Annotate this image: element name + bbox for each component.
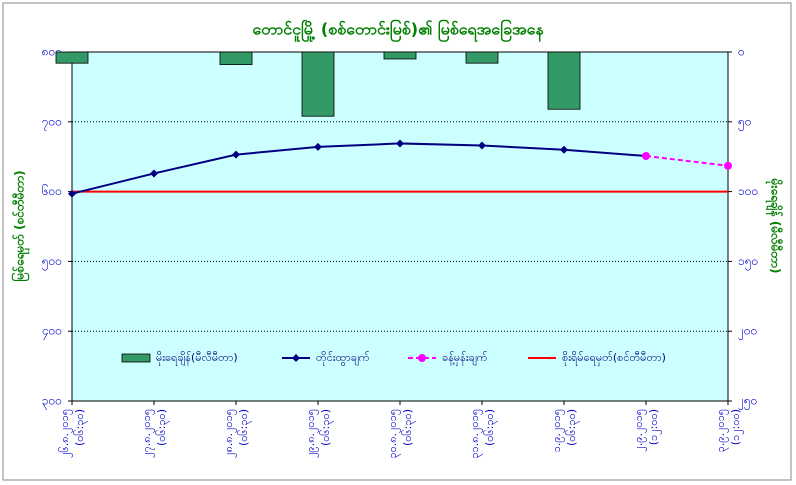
x-tick-label-time: (၀၆:၃၀) [401,409,416,446]
plot-area [71,51,729,402]
y2-tick-label: ၂၅၀ [738,394,757,411]
series-line [71,142,647,195]
marker [314,142,322,151]
legend-label: စိုးရိမ်ရေမှတ်(စင်တီမီတာ) [562,351,666,366]
x-tick-label-time: (၀၆:၃၀) [155,409,170,446]
x-tick-label: ၂၇.၈.၂၀၁၅ [140,409,155,458]
x-tick-label: ၂၈.၈.၂၀၁၅ [222,409,237,458]
y2-axis-label: မိုးရေချိန် (မီလီမီတာ) [765,178,785,274]
y-tick-label: ၅၀၀ [42,254,62,271]
x-tick-label-time: (၀၆:၃၀) [319,409,334,446]
y2-tick-label: ၀ [738,45,745,59]
y2-tick-label: ၂၀၀ [738,324,757,341]
x-tick-label-time: (၀၆:၃၀) [483,409,498,446]
legend-swatch [121,353,151,363]
x-tick-label-time: (၀၆:၃၀) [565,409,580,446]
x-tick-label: ၂၉.၈.၂၀၁၅ [304,409,319,458]
y2-tick-label: ၁၀၀ [738,184,758,198]
x-tick-label-time: (၀၆:၃၀) [237,409,252,446]
marker [68,189,76,198]
x-tick-label: ၂.၉.၂၀၁၅ [632,409,647,452]
x-tick-label: ၁.၉.၂၀၁၅ [550,409,565,452]
x-tick-label: ၃၁.၈.၂၀၁၅ [468,409,483,459]
legend-label: ခန့်မှန်းချက် [442,351,488,366]
y-axis-label: မြစ်ရေမှတ် (စင်တီမီတာ) [10,170,31,281]
x-tick-label-time: (၁၂:၀၀) [729,409,744,445]
y2-tick-label: ၁၅၀ [738,254,758,271]
marker [642,152,650,161]
rain-bar [465,51,499,64]
y-tick-label: ၄၀၀ [42,324,62,341]
x-tick-label: ၃.၉.၂၀၁၅ [714,409,729,452]
legend-label: မိုးရေချိန်(မီလီမီတာ) [156,351,238,366]
marker [418,354,426,362]
marker [478,141,486,150]
y-tick-label: ၇၀၀ [42,114,62,131]
marker [232,150,240,159]
rain-bar [547,51,581,110]
marker [724,161,732,170]
rain-bar [301,51,335,117]
legend-label: တိုင်းထွာချက် [316,351,370,366]
marker [560,145,568,154]
x-tick-label-time: (၁၂:၀၀) [647,409,662,445]
marker [396,139,404,148]
y2-tick-label: ၅၀ [738,114,752,131]
y-tick-label: ၆၀၀ [42,183,62,198]
rain-bar [383,51,417,60]
marker [292,354,300,362]
y-tick-label: ၃၀၀ [42,394,62,411]
x-tick-label: ၂၆.၈.၂၀၁၅ [58,409,73,458]
x-tick-label: ၃၀.၈.၂၀၁၅ [386,409,401,459]
rain-bar [55,51,89,64]
x-tick-label-time: (၀၆:၃၀) [73,409,88,446]
rain-bar [219,51,253,65]
series-line [645,155,729,167]
marker [150,169,158,178]
